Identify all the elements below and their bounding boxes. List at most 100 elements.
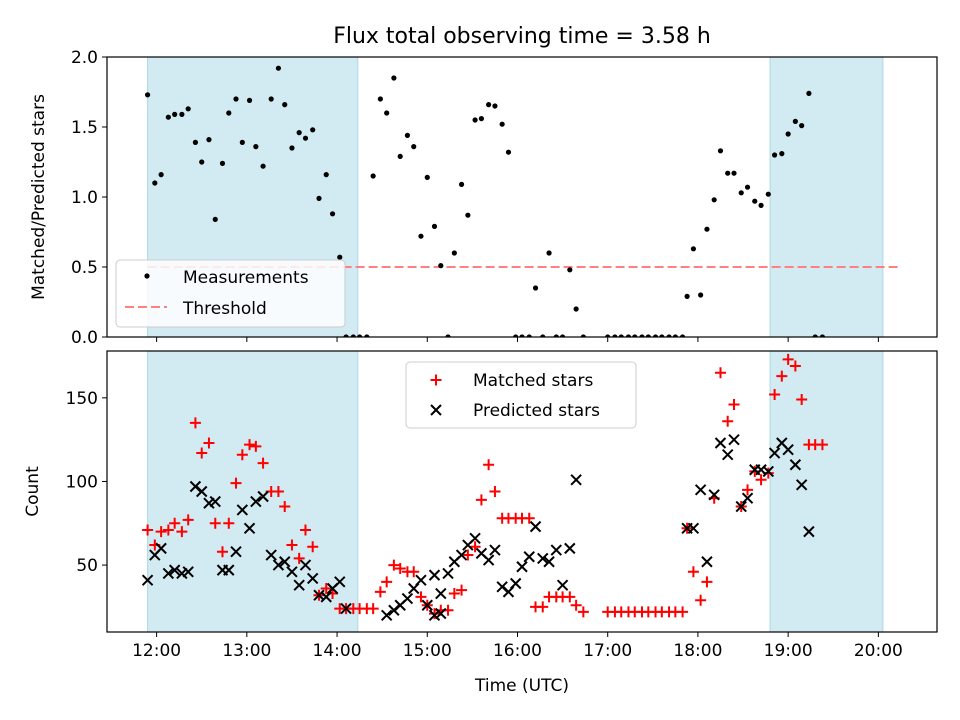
data-points — [141, 353, 828, 621]
measurement-point — [478, 116, 485, 122]
x-tick-label: 19:00 — [764, 641, 813, 661]
predicted-point — [721, 448, 734, 461]
measurement-point — [239, 139, 245, 145]
measurement-point — [438, 263, 444, 269]
matched-point — [489, 486, 501, 497]
predicted-point — [442, 567, 454, 580]
predicted-point — [543, 556, 555, 568]
y-axis-label: Matched/Predicted stars — [29, 94, 49, 300]
matched-point — [293, 552, 305, 564]
y-tick-label: 50 — [76, 556, 98, 576]
measurement-point — [553, 334, 559, 337]
measurement-point — [472, 117, 478, 123]
measurement-point — [672, 334, 678, 337]
matched-point — [687, 566, 699, 578]
measurement-point — [152, 180, 158, 186]
measurement-point — [268, 96, 274, 102]
measurement-point — [812, 334, 818, 337]
x-tick-label: 12:00 — [132, 641, 181, 661]
measurement-point — [612, 334, 618, 337]
matched-point — [367, 603, 379, 615]
matched-point — [394, 562, 406, 574]
matched-point — [714, 367, 726, 379]
matched-point — [728, 399, 740, 411]
predicted-point — [789, 459, 802, 471]
measurement-point — [253, 144, 259, 150]
measurement-point — [704, 226, 710, 232]
measurement-point — [819, 334, 826, 337]
measurement-point — [260, 163, 266, 169]
predicted-point — [286, 566, 298, 578]
measurement-point — [165, 114, 171, 120]
measurement-point — [465, 212, 471, 218]
predicted-point — [537, 552, 549, 565]
measurement-point — [505, 149, 512, 155]
predicted-point — [694, 484, 707, 496]
measurement-point — [431, 223, 438, 229]
matched-point — [742, 484, 754, 496]
predicted-point — [279, 556, 291, 568]
matched-point — [169, 517, 181, 529]
matched-point — [388, 559, 400, 571]
x-tick-label: 17:00 — [583, 641, 632, 661]
matched-point — [374, 586, 386, 598]
predicted-point — [428, 609, 441, 621]
matched-point — [415, 591, 427, 603]
predicted-point — [735, 500, 747, 513]
data-points — [144, 65, 826, 337]
matched-point — [299, 524, 311, 536]
predicted-point — [803, 525, 815, 538]
shaded-span-2 — [769, 350, 884, 633]
y-tick-label: 150 — [66, 389, 98, 409]
predicted-point — [714, 437, 727, 449]
legend-measurement-marker — [144, 273, 150, 279]
matched-point — [209, 517, 221, 529]
matched-point — [695, 594, 707, 606]
predicted-point — [455, 549, 468, 561]
measurement-point — [219, 160, 226, 166]
matched-point — [223, 517, 235, 529]
measurement-point — [337, 254, 343, 260]
top-panel: 0.0 0.5 1.0 1.5 2.0 Matched/Predicted stars Me… — [29, 48, 938, 348]
predicted-point — [523, 551, 535, 563]
matched-point — [250, 440, 262, 452]
predicted-point — [564, 542, 576, 555]
predicted-point — [141, 574, 154, 586]
measurement-point — [540, 334, 546, 337]
matched-point — [307, 541, 319, 553]
measurement-point — [499, 121, 505, 127]
measurement-point — [350, 334, 356, 337]
matched-point — [428, 608, 440, 620]
legend-box — [115, 259, 346, 328]
measurement-point — [206, 137, 212, 143]
measurement-point — [343, 334, 349, 337]
measurement-point — [233, 96, 239, 102]
predicted-point — [795, 479, 808, 491]
measurement-point — [451, 250, 457, 256]
measurement-point — [690, 246, 697, 252]
legend-measurements-label: Measurements — [183, 268, 309, 288]
measurement-point — [744, 184, 751, 190]
measurement-point — [492, 103, 498, 109]
measurement-point — [806, 90, 812, 96]
legend-predicted-label: Predicted stars — [473, 401, 600, 421]
predicted-point — [708, 489, 720, 501]
matched-point — [408, 566, 420, 578]
predicted-point — [509, 577, 522, 590]
measurement-point — [666, 334, 672, 337]
measurement-point — [799, 123, 805, 129]
measurement-point — [275, 65, 282, 71]
measurement-point — [377, 96, 383, 102]
x-tick-label: 14:00 — [313, 641, 362, 661]
measurement-point — [364, 334, 370, 337]
measurement-point — [532, 285, 539, 291]
x-tick-label: 18:00 — [673, 641, 722, 661]
measurement-point — [752, 198, 758, 204]
measurement-point — [411, 144, 417, 150]
matched-point — [570, 599, 582, 611]
matched-point — [701, 576, 713, 588]
measurement-point — [731, 170, 737, 176]
measurement-point — [618, 334, 624, 337]
predicted-point — [728, 433, 740, 446]
shaded-span-1 — [147, 350, 359, 633]
